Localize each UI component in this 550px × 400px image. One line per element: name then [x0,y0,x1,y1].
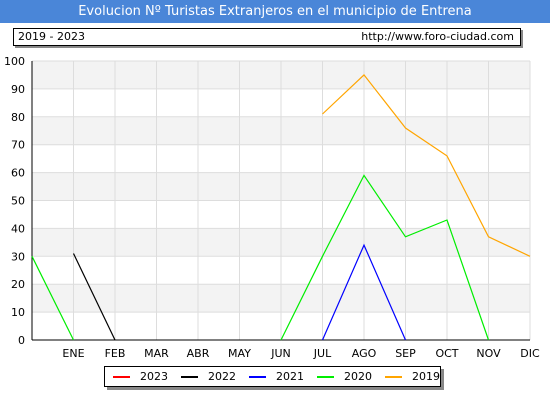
y-tick-label: 90 [11,83,25,96]
legend-label: 2022 [208,370,236,383]
legend-label: 2019 [412,370,440,383]
legend-swatch [385,376,402,378]
y-tick-label: 50 [11,195,25,208]
y-tick-label: 30 [11,250,25,263]
legend: 2023 2022 2021 2020 2019 [104,366,441,387]
y-tick-labels: 0 10 20 30 40 50 60 70 80 90 100 [4,55,25,347]
series-line-2020 [280,174,490,341]
series-lines [31,74,531,341]
x-tick-label: NOV [476,347,501,360]
y-tick-label: 100 [4,55,25,68]
grid-lines [32,60,531,341]
x-tick-label: JUL [313,347,332,360]
y-tick-label: 40 [11,222,25,235]
x-tick-label: ABR [187,347,210,360]
y-tick-label: 10 [11,306,25,319]
legend-swatch [317,376,334,378]
y-tick-label: 20 [11,278,25,291]
x-tick-label: ENE [62,347,84,360]
x-tick-label: OCT [435,347,458,360]
series-line-2021 [321,243,407,341]
series-line-2019 [322,74,531,257]
source-url[interactable]: http://www.foro-ciudad.com [361,30,514,43]
x-tick-label: MAR [144,347,169,360]
chart-title: Evolucion Nº Turistas Extranjeros en el … [0,0,550,23]
y-tick-label: 70 [11,139,25,152]
legend-swatch [181,376,198,378]
x-tick-labels: ENE FEB MAR ABR MAY JUN JUL AGO SEP OCT NOV DIC [62,347,540,360]
series-line-2020 [31,256,75,341]
period-box: 2019 - 2023 http://www.foro-ciudad.com [13,28,521,46]
legend-label: 2023 [140,370,168,383]
series-line-2022 [72,253,116,341]
x-tick-label: JUN [270,347,291,360]
x-tick-label: AGO [352,347,377,360]
x-tick-label: SEP [395,347,416,360]
y-tick-label: 0 [18,334,25,347]
x-tick-label: DIC [520,347,540,360]
legend-swatch [249,376,266,378]
y-tick-label: 80 [11,111,25,124]
x-tick-label: MAY [228,347,251,360]
x-tick-label: FEB [105,347,126,360]
legend-label: 2021 [276,370,304,383]
y-tick-label: 60 [11,167,25,180]
legend-swatch [113,376,130,378]
legend-label: 2020 [344,370,372,383]
period-label: 2019 - 2023 [18,30,85,43]
